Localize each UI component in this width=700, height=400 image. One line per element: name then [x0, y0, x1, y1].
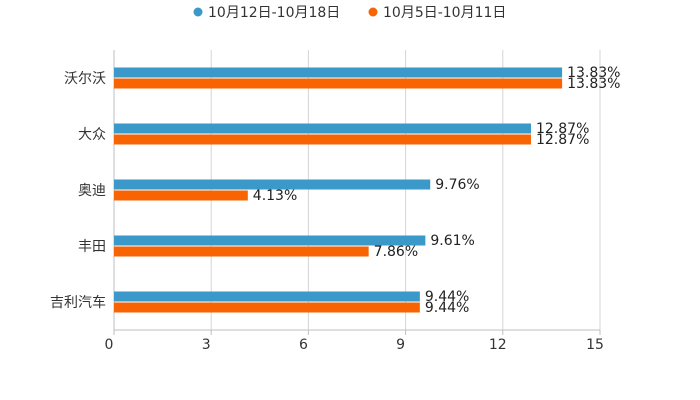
data-label-series-1: 12.87%: [536, 121, 589, 137]
x-tick-label: 9: [396, 337, 405, 353]
bar-series-2: [114, 78, 563, 89]
x-tick-label: 3: [202, 337, 211, 353]
data-label-series-2: 13.83%: [567, 76, 620, 92]
bar-series-1: [114, 123, 531, 134]
bar-series-1: [114, 179, 431, 190]
x-tick-label: 15: [586, 337, 604, 353]
bar-series-2: [114, 190, 248, 201]
legend-marker-series-2: [368, 7, 378, 17]
data-label-series-1: 13.83%: [567, 65, 620, 81]
data-label-series-2: 4.13%: [253, 188, 297, 204]
bar-series-1: [114, 67, 563, 78]
category-label: 丰田: [78, 239, 106, 255]
x-tick-label: 6: [299, 337, 308, 353]
category-label: 沃尔沃: [64, 71, 106, 87]
legend-item-series-2[interactable]: 10月5日-10月11日: [368, 5, 507, 21]
bar-series-2: [114, 302, 420, 313]
bar-series-2: [114, 246, 369, 257]
bar-series-1: [114, 235, 426, 246]
bar-series-1: [114, 291, 420, 302]
category-label: 大众: [78, 127, 106, 143]
x-tick-label: 0: [105, 337, 114, 353]
legend: 10月12日-10月18日 10月5日-10月11日: [193, 5, 507, 21]
bar-series-2: [114, 134, 531, 145]
data-label-series-1: 9.76%: [435, 177, 479, 193]
legend-label-series-2: 10月5日-10月11日: [383, 5, 506, 21]
legend-label-series-1: 10月12日-10月18日: [208, 5, 340, 21]
data-label-series-2: 7.86%: [374, 244, 418, 260]
data-label-series-1: 9.44%: [425, 289, 469, 305]
data-label-series-2: 12.87%: [536, 132, 589, 148]
category-label: 吉利汽车: [50, 294, 106, 311]
legend-item-series-1[interactable]: 10月12日-10月18日: [193, 5, 341, 21]
data-label-series-1: 9.61%: [430, 233, 474, 249]
plot-area: 0 3 6 9 12 15 沃尔沃 13.83%13.83% 大众 12.87%12.87% 奥迪 9…: [50, 50, 620, 353]
category-label: 奥迪: [78, 182, 106, 199]
data-label-series-2: 9.44%: [425, 300, 469, 316]
legend-marker-series-1: [193, 7, 203, 17]
x-tick-label: 12: [489, 337, 507, 353]
